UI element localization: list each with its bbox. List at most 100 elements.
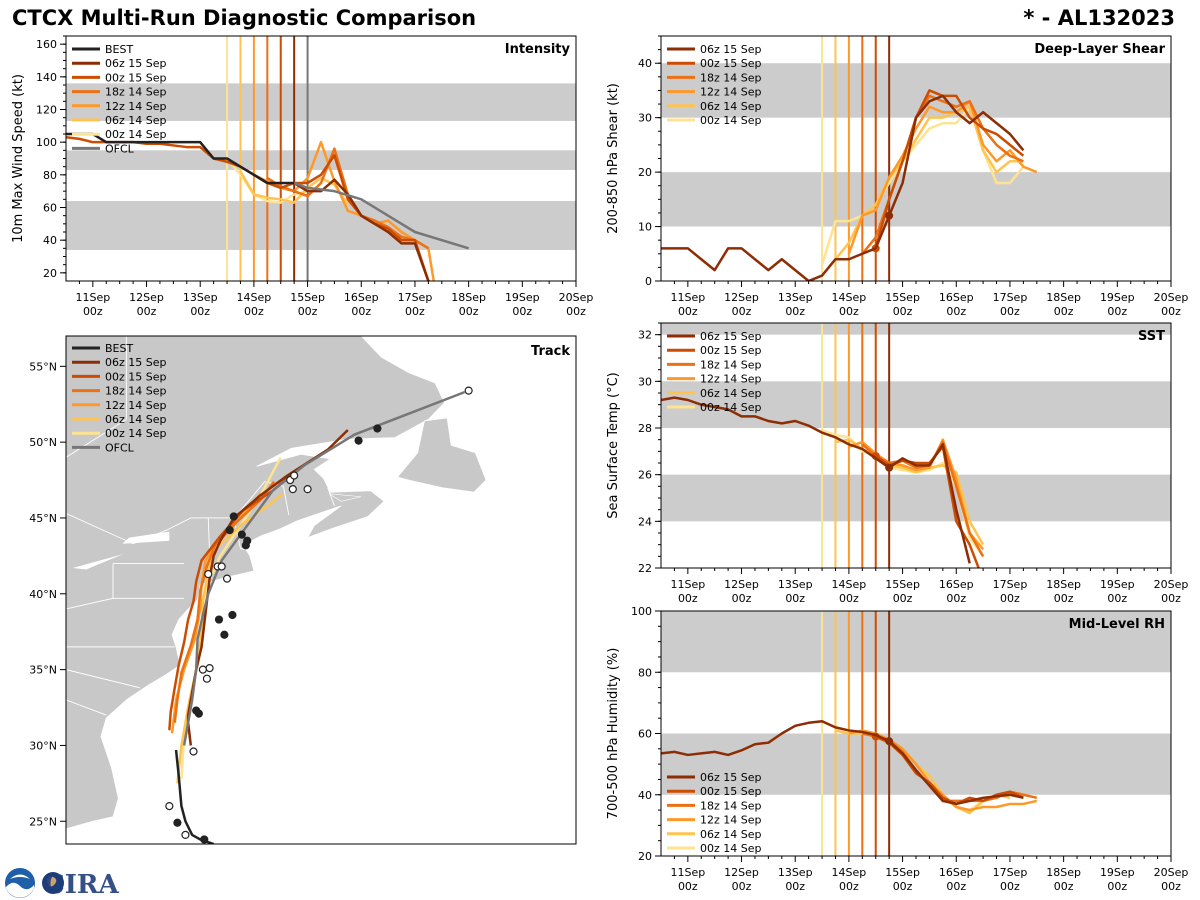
x-tick-label: 18Sep: [1046, 578, 1081, 591]
track-line-18z-14-sep: [173, 480, 276, 723]
x-tick-label: 00z: [1000, 592, 1020, 605]
legend-label: 00z 14 Sep: [700, 401, 762, 414]
y-tick-label: 30°N: [29, 739, 57, 752]
y-tick-label: 20: [638, 166, 652, 179]
x-tick-label: 14Sep: [832, 866, 867, 879]
x-tick-label: 15Sep: [885, 578, 920, 591]
x-tick-label: 00z: [785, 305, 805, 318]
legend-label: 06z 15 Sep: [105, 57, 167, 70]
x-tick-label: 00z: [1107, 305, 1127, 318]
x-tick-label: 14Sep: [237, 291, 272, 304]
series-marker: [885, 463, 894, 472]
series-line-06z-15-sep: [661, 94, 1025, 281]
x-tick-label: 15Sep: [885, 291, 920, 304]
y-tick-label: 40: [43, 234, 57, 247]
y-tick-label: 40: [638, 57, 652, 70]
track-point: [204, 569, 213, 579]
track-point: [217, 562, 226, 571]
x-tick-label: 00z: [512, 305, 532, 318]
lake-erie: [72, 551, 134, 570]
x-tick-label: 00z: [678, 880, 698, 893]
x-tick-label: 13Sep: [778, 866, 813, 879]
x-tick-label: 00z: [1161, 592, 1181, 605]
y-axis-label: 700-500 hPa Humidity (%): [606, 648, 621, 820]
border-line: [66, 669, 140, 689]
y-tick-label: 28: [638, 422, 652, 435]
x-tick-label: 00z: [1161, 305, 1181, 318]
shade-band: [661, 63, 1171, 118]
x-tick-label: 14Sep: [832, 578, 867, 591]
x-tick-label: 16Sep: [344, 291, 379, 304]
x-tick-label: 00z: [1000, 305, 1020, 318]
x-tick-label: 11Sep: [75, 291, 110, 304]
x-tick-label: 00z: [566, 305, 586, 318]
x-tick-label: 18Sep: [451, 291, 486, 304]
legend-label: OFCL: [105, 142, 135, 155]
track-point: [288, 485, 297, 494]
track-point: [214, 615, 224, 624]
legend-label: 00z 14 Sep: [700, 114, 762, 127]
shade-band: [661, 474, 1171, 522]
x-tick-label: 00z: [678, 592, 698, 605]
legend-label: 00z 15 Sep: [700, 344, 762, 357]
y-axis-label: 200-850 hPa Shear (kt): [606, 83, 621, 234]
x-tick-label: 00z: [839, 305, 859, 318]
track-panel: 25°N30°N35°N40°N45°N50°N55°NTrackBEST06z…: [29, 335, 577, 845]
x-tick-label: 00z: [946, 305, 966, 318]
legend-label: 18z 14 Sep: [700, 71, 762, 84]
series-marker: [885, 211, 894, 220]
x-tick-label: 16Sep: [939, 291, 974, 304]
legend-label: 06z 14 Sep: [700, 828, 762, 841]
x-tick-label: 00z: [1161, 880, 1181, 893]
legend-label: 00z 15 Sep: [700, 57, 762, 70]
x-tick-label: 00z: [244, 305, 264, 318]
border-line: [66, 419, 127, 458]
legend-label: 06z 14 Sep: [105, 114, 167, 127]
y-tick-label: 10: [638, 221, 652, 234]
x-tick-label: 00z: [1107, 880, 1127, 893]
legend-label: 00z 14 Sep: [105, 128, 167, 141]
y-tick-label: 100: [36, 136, 57, 149]
plot-area: [66, 36, 576, 281]
shear-panel: 11Sep00z12Sep00z13Sep00z14Sep00z15Sep00z…: [606, 35, 1189, 318]
x-tick-label: 00z: [1000, 880, 1020, 893]
y-tick-label: 120: [36, 104, 57, 117]
storm-id: * - AL132023: [1023, 6, 1175, 30]
y-tick-label: 80: [43, 169, 57, 182]
y-tick-label: 40°N: [29, 588, 57, 601]
legend-label: 06z 14 Sep: [700, 100, 762, 113]
x-tick-label: 11Sep: [670, 291, 705, 304]
x-tick-label: 00z: [678, 305, 698, 318]
legend-label: 18z 14 Sep: [700, 358, 762, 371]
sst-panel: 11Sep00z12Sep00z13Sep00z14Sep00z15Sep00z…: [606, 322, 1188, 605]
y-tick-label: 80: [638, 666, 652, 679]
track-point: [237, 530, 246, 539]
track-point: [192, 706, 201, 715]
intensity-panel: 11Sep00z12Sep00z13Sep00z14Sep00z15Sep00z…: [11, 35, 593, 318]
track-point: [290, 471, 299, 480]
logo-text: CIRA: [44, 870, 119, 900]
rh-panel: 11Sep00z12Sep00z13Sep00z14Sep00z15Sep00z…: [606, 605, 1188, 893]
track-point: [464, 386, 473, 395]
track-point: [228, 610, 237, 620]
y-tick-label: 24: [638, 515, 652, 528]
track-point: [205, 663, 214, 673]
y-tick-label: 25°N: [29, 815, 57, 828]
x-tick-label: 11Sep: [670, 866, 705, 879]
panel-title: Intensity: [505, 42, 571, 57]
y-tick-label: 50°N: [29, 436, 57, 449]
track-point: [225, 526, 234, 535]
axes-frame: [65, 335, 577, 845]
border-line: [327, 487, 335, 506]
y-tick-label: 20: [43, 267, 57, 280]
y-tick-label: 60: [43, 202, 57, 215]
x-tick-label: 18Sep: [1046, 291, 1081, 304]
x-tick-label: 20Sep: [1154, 291, 1189, 304]
series-marker: [885, 737, 894, 746]
globe-land-icon: [47, 876, 57, 887]
x-tick-label: 16Sep: [939, 578, 974, 591]
legend-label: 12z 14 Sep: [105, 399, 167, 412]
x-tick-label: 19Sep: [505, 291, 540, 304]
x-tick-label: 13Sep: [778, 578, 813, 591]
